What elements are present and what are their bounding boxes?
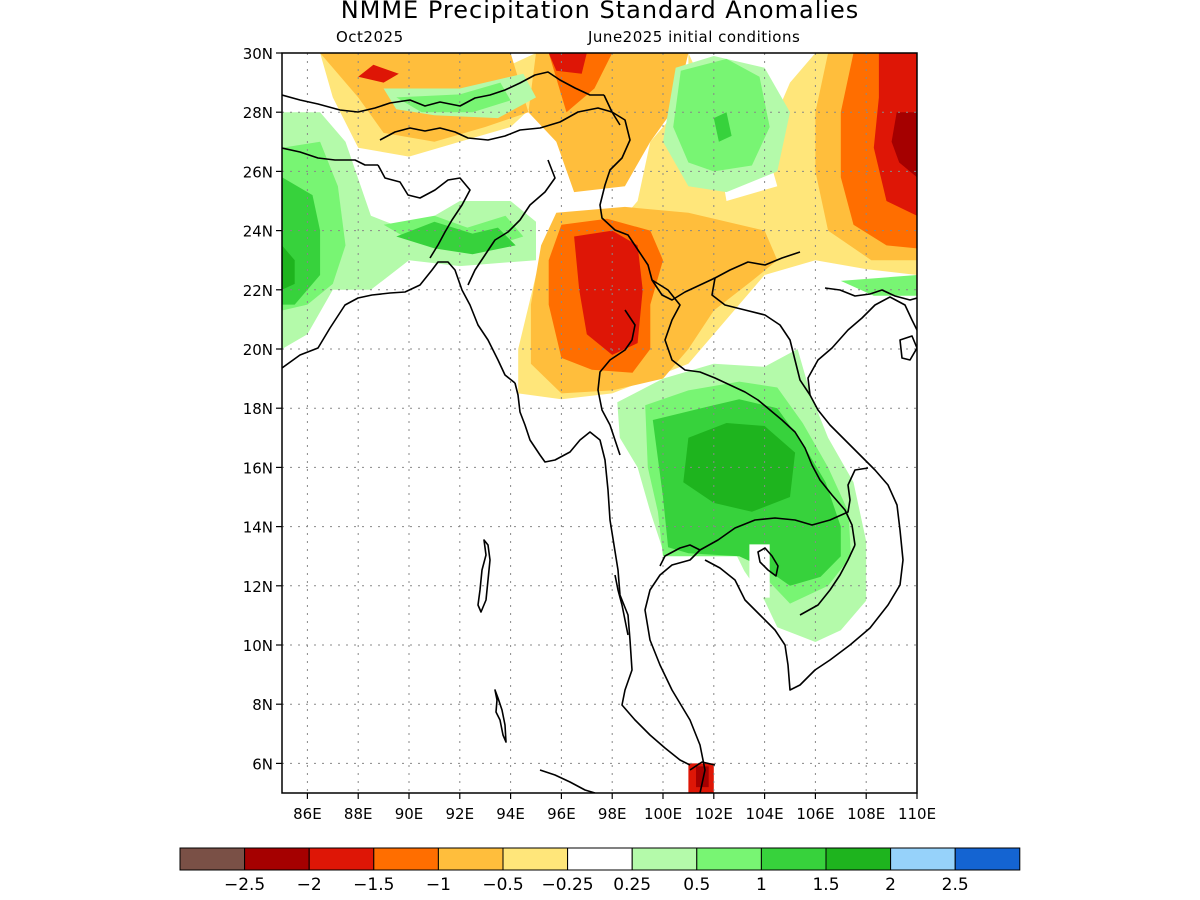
lat-label: 18N — [243, 400, 273, 418]
mergui-islands — [614, 574, 629, 636]
anomaly-region — [548, 53, 587, 74]
colorbar-swatch — [954, 847, 1021, 871]
colorbar: −2.5 −2 −1.5 −1 −0.5 −0.25 0.25 0.5 1 1.5 2 2.5 — [179, 847, 1021, 895]
lat-label: 12N — [243, 578, 273, 596]
coastline-gulf-of-thailand — [644, 544, 706, 793]
anomaly-region — [840, 275, 917, 296]
anomaly-region — [574, 230, 643, 355]
lon-label: 98E — [598, 805, 627, 823]
plot-frame — [281, 52, 918, 794]
colorbar-swatch — [825, 847, 892, 871]
colorbar-label: 2.5 — [942, 875, 969, 895]
colorbar-swatch — [502, 847, 569, 871]
anomaly-region — [396, 221, 516, 255]
border-laos-vietnam — [711, 277, 811, 396]
longitude-labels: 86E 88E 90E 92E 94E 96E 98E 100E 102E 104E 106E 108… — [293, 805, 936, 823]
colorbar-label: −1.5 — [353, 875, 394, 895]
border-thailand-cambodia — [699, 467, 869, 551]
coastlines-borders — [282, 71, 917, 793]
anomaly-shading — [282, 53, 917, 793]
colorbar-swatch — [890, 847, 956, 871]
colorbar-label: −0.25 — [542, 875, 594, 895]
colorbar-label: 0.5 — [683, 875, 710, 895]
initial-conditions-label: June2025 initial conditions — [588, 28, 801, 46]
anomaly-region — [282, 245, 295, 290]
nicobar-islands — [494, 689, 507, 743]
border-laos — [651, 279, 856, 546]
lake-tonle-sap — [757, 547, 779, 577]
colorbar-swatch — [308, 847, 375, 871]
colorbar-swatch — [696, 847, 762, 871]
latitude-labels: 30N 28N 26N 24N 22N 20N 18N 16N 14N 12N 10N 8N 6N — [243, 45, 273, 773]
lon-label: 88E — [344, 805, 373, 823]
colorbar-label: 0.25 — [613, 875, 651, 895]
lon-label: 94E — [496, 805, 525, 823]
lon-label: 100E — [644, 805, 682, 823]
andaman-islands — [477, 539, 491, 613]
coastline-bay-of-bengal-north — [282, 261, 516, 384]
lon-label: 92E — [446, 805, 475, 823]
lon-label: 106E — [796, 805, 834, 823]
lon-label: 104E — [746, 805, 784, 823]
colorbar-label: 2 — [885, 875, 896, 895]
colorbar-swatch — [373, 847, 439, 871]
anomaly-region — [891, 112, 917, 178]
lat-label: 20N — [243, 341, 273, 359]
border-cambodia-vietnam — [799, 544, 856, 616]
anomaly-region — [713, 112, 732, 142]
anomaly-region — [358, 64, 399, 83]
lon-label: 108E — [847, 805, 885, 823]
colorbar-swatch — [179, 847, 246, 871]
border-myanmar-laos-thailand — [597, 309, 636, 456]
border-myanmar-china — [599, 94, 801, 301]
lat-label: 10N — [243, 637, 273, 655]
lake-mask — [749, 544, 770, 598]
colorbar-swatch — [437, 847, 504, 871]
lat-label: 14N — [243, 519, 273, 537]
lon-label: 96E — [547, 805, 576, 823]
lat-label: 26N — [243, 163, 273, 181]
border-malaysia-thailand — [689, 761, 716, 771]
colorbar-swatch — [631, 847, 698, 871]
colorbar-swatch — [760, 847, 827, 871]
anomaly-region — [396, 82, 511, 113]
coastline-south-china — [824, 287, 917, 301]
lat-label: 16N — [243, 459, 273, 477]
lon-label: 110E — [898, 805, 936, 823]
sumatra-north-tip — [539, 769, 596, 793]
lat-label: 30N — [243, 45, 273, 63]
border-tibet-north — [282, 71, 604, 113]
colorbar-swatch — [567, 847, 633, 871]
coastline-myanmar — [514, 382, 691, 766]
border-bangladesh — [377, 164, 471, 259]
lat-label: 28N — [243, 104, 273, 122]
lon-label: 90E — [395, 805, 424, 823]
colorbar-label: −1 — [426, 875, 451, 895]
border-bhutan-china — [379, 107, 621, 141]
anomaly-region — [696, 766, 709, 788]
colorbar-swatch — [244, 847, 310, 871]
target-month-label: Oct2025 — [336, 28, 404, 46]
hainan-island — [899, 335, 917, 361]
colorbar-label: 1.5 — [812, 875, 839, 895]
chart-title: NMME Precipitation Standard Anomalies — [340, 0, 860, 24]
lat-label: 6N — [252, 755, 273, 773]
colorbar-label: −2 — [297, 875, 322, 895]
border-nepal-india — [282, 147, 378, 166]
lat-label: 22N — [243, 282, 273, 300]
lon-label: 86E — [293, 805, 322, 823]
colorbar-label: −0.5 — [482, 875, 523, 895]
colorbar-label: −2.5 — [224, 875, 265, 895]
lat-label: 8N — [252, 696, 273, 714]
lat-label: 24N — [243, 223, 273, 241]
lon-label: 102E — [695, 805, 733, 823]
coastline-cambodia-vietnam — [704, 296, 917, 691]
border-india-myanmar — [467, 159, 556, 286]
colorbar-label: 1 — [756, 875, 767, 895]
